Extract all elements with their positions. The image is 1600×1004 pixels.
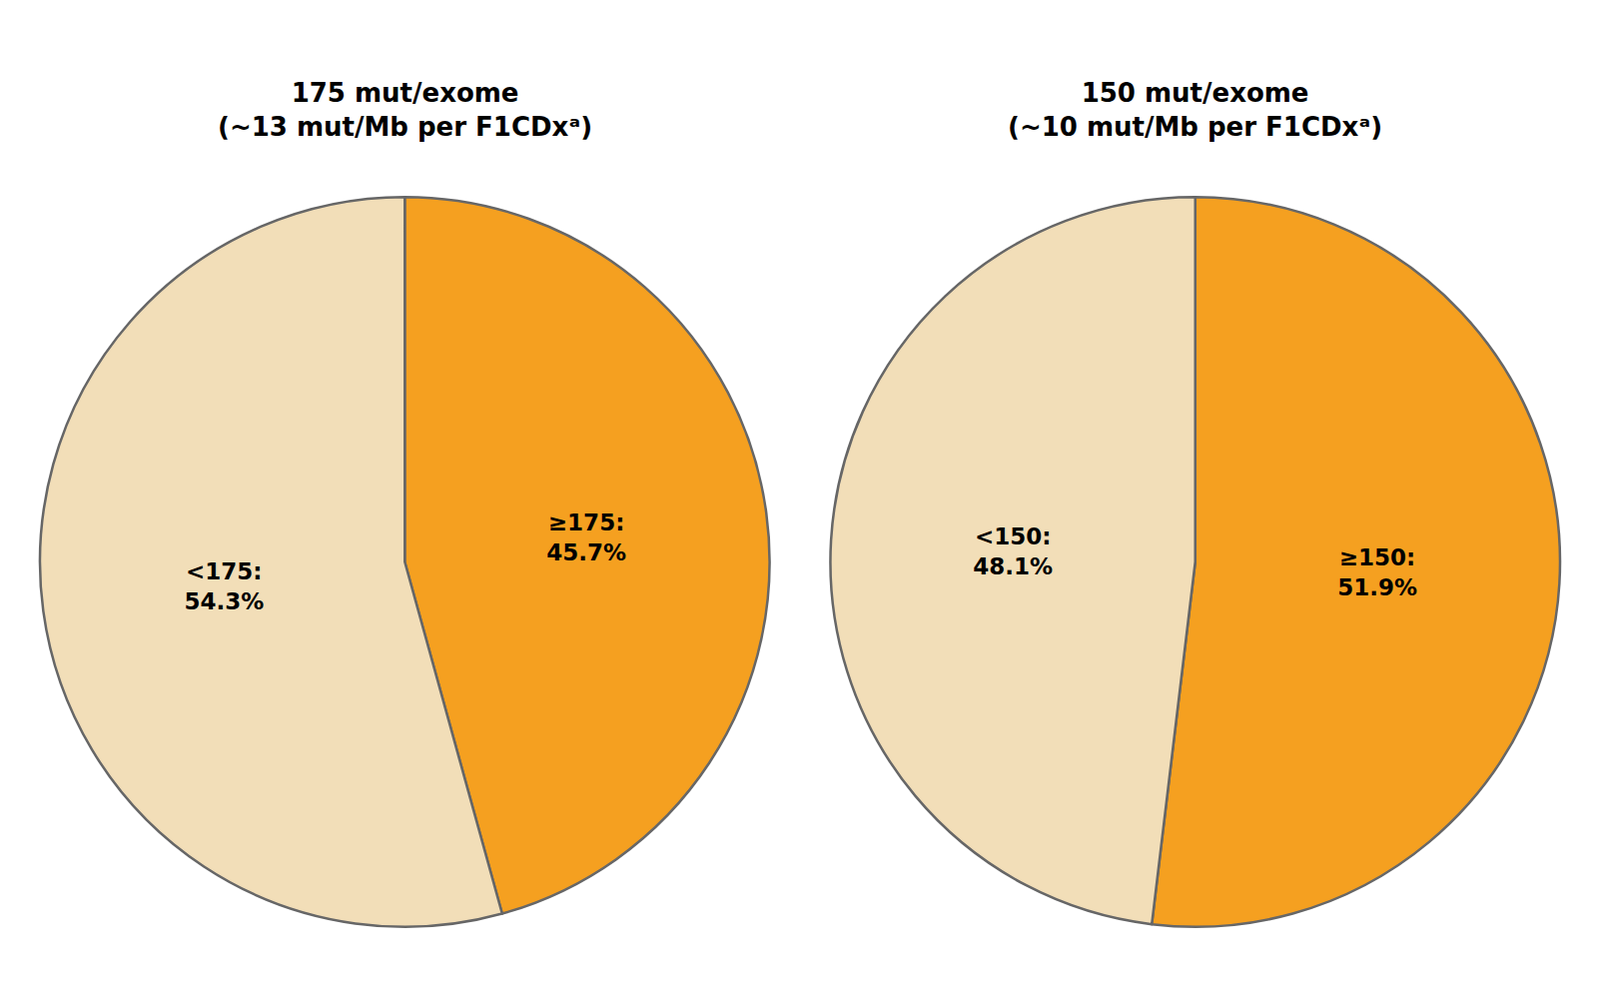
svg-text:150 mut/exome(~10 mut/Mb per F: 150 mut/exome(~10 mut/Mb per F1CDxᵃ): [1007, 77, 1383, 142]
svg-text:<175:54.3%: <175:54.3%: [183, 558, 264, 615]
svg-text:<150:48.1%: <150:48.1%: [972, 523, 1053, 580]
svg-text:≥150:51.9%: ≥150:51.9%: [1337, 544, 1418, 601]
svg-text:≥175:45.7%: ≥175:45.7%: [546, 509, 627, 566]
svg-text:175 mut/exome(~13 mut/Mb per F: 175 mut/exome(~13 mut/Mb per F1CDxᵃ): [217, 77, 593, 142]
